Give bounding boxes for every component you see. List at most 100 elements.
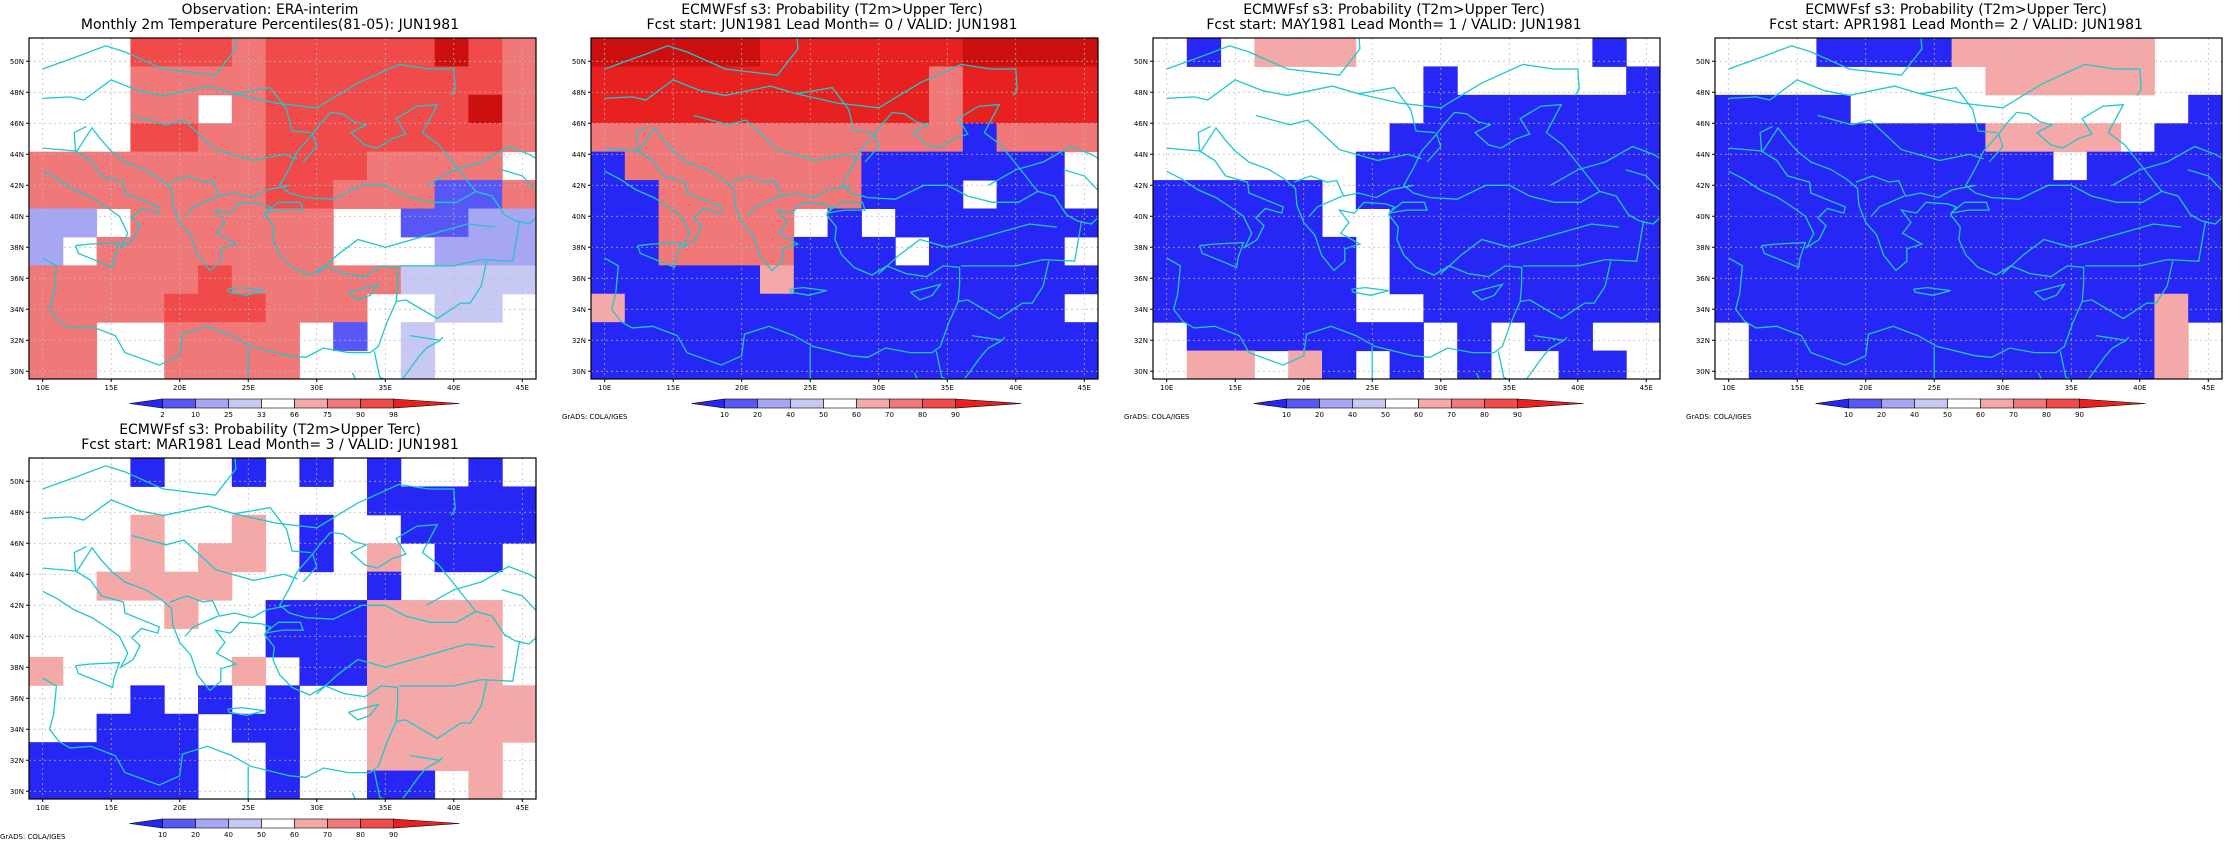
grid-cell — [726, 38, 760, 67]
colorbar-segment — [1386, 399, 1419, 408]
colorbar-label: 70 — [885, 411, 894, 419]
grid-cell — [401, 66, 435, 95]
grid-cell — [2053, 180, 2087, 209]
grid-cell — [435, 486, 469, 515]
lon-tick-label: 20E — [1859, 384, 1872, 392]
grid-cell — [2188, 294, 2222, 323]
lat-tick-label: 36N — [572, 275, 586, 283]
grid-cell — [232, 294, 266, 323]
grid-cell — [63, 152, 97, 181]
grid-cell — [1592, 265, 1626, 294]
grid-cell — [2087, 265, 2121, 294]
colorbar-label: 80 — [356, 831, 365, 839]
grid-cell — [591, 351, 625, 380]
lon-tick-label: 35E — [379, 384, 392, 392]
colorbar-label: 2 — [160, 411, 164, 419]
grid-cell — [1153, 237, 1187, 266]
grid-cell — [130, 714, 164, 743]
grid-cell — [1064, 66, 1098, 95]
grid-cell — [1592, 95, 1626, 124]
grid-cell — [502, 486, 536, 515]
lat-tick-label: 34N — [1134, 306, 1148, 314]
grid-cell — [2053, 209, 2087, 238]
grid-cell — [468, 152, 502, 181]
lon-tick-label: 25E — [1366, 384, 1379, 392]
grid-cell — [1918, 180, 1952, 209]
colorbar-segment — [758, 399, 791, 408]
grid-cell — [468, 209, 502, 238]
lat-tick-label: 44N — [1134, 151, 1148, 159]
lon-tick-label: 35E — [1503, 384, 1516, 392]
grid-cell — [367, 685, 401, 714]
lon-tick-label: 20E — [173, 804, 186, 812]
grid-cell — [1749, 265, 1783, 294]
grid-cell — [2019, 351, 2053, 380]
grid-cell — [1559, 265, 1593, 294]
colorbar-segment — [1287, 399, 1320, 408]
grid-cell — [97, 265, 131, 294]
lat-tick-label: 46N — [572, 120, 586, 128]
grid-cell — [1390, 123, 1424, 152]
colorbar-label: 40 — [1910, 411, 1919, 419]
grid-cell — [367, 265, 401, 294]
grid-cell — [232, 322, 266, 351]
grid-cell — [1559, 351, 1593, 380]
grid-cell — [895, 322, 929, 351]
grid-cell — [29, 657, 63, 686]
grid-cell — [1985, 237, 2019, 266]
grid-cell — [367, 742, 401, 771]
lon-tick-label: 25E — [242, 804, 255, 812]
grid-cell — [198, 294, 232, 323]
grid-cell — [1187, 294, 1221, 323]
grid-cell — [1064, 265, 1098, 294]
grid-cell — [760, 322, 794, 351]
grid-cell — [726, 95, 760, 124]
grid-cell — [1850, 209, 1884, 238]
grid-cell — [232, 657, 266, 686]
grid-cell — [1187, 351, 1221, 380]
lat-tick-label: 42N — [10, 602, 24, 610]
grid-cell — [929, 38, 963, 67]
grid-cell — [726, 152, 760, 181]
grid-cell — [929, 237, 963, 266]
grid-cell — [468, 66, 502, 95]
grid-cell — [1030, 95, 1064, 124]
grid-cell — [2121, 66, 2155, 95]
grid-cell — [997, 237, 1031, 266]
grid-cell — [997, 322, 1031, 351]
lat-tick-label: 40N — [10, 633, 24, 641]
grid-cell — [1457, 180, 1491, 209]
grid-cell — [1030, 322, 1064, 351]
lat-tick-label: 36N — [10, 695, 24, 703]
grid-cell — [1221, 265, 1255, 294]
colorbar-label: 10 — [158, 831, 167, 839]
grid-cell — [1783, 322, 1817, 351]
grid-cell — [63, 771, 97, 800]
grid-cell — [63, 351, 97, 380]
grid-cell — [692, 209, 726, 238]
grid-cell — [1559, 322, 1593, 351]
lon-tick-label: 30E — [310, 384, 323, 392]
grid-cell — [997, 38, 1031, 67]
grid-cell — [2154, 351, 2188, 380]
grid-cell — [1030, 38, 1064, 67]
grid-cell — [2019, 265, 2053, 294]
grid-cell — [198, 685, 232, 714]
grid-cell — [997, 351, 1031, 380]
grid-cell — [1559, 180, 1593, 209]
grid-cell — [2019, 38, 2053, 67]
grid-cell — [164, 38, 198, 67]
grid-cell — [2154, 322, 2188, 351]
lon-tick-label: 30E — [872, 384, 885, 392]
grid-cell — [1592, 152, 1626, 181]
grid-cell — [895, 152, 929, 181]
grid-cell — [266, 38, 300, 67]
colorbar-label: 70 — [323, 831, 332, 839]
grid-cell — [1952, 237, 1986, 266]
colorbar-label: 50 — [257, 831, 266, 839]
grid-cell — [659, 351, 693, 380]
lat-tick-label: 44N — [572, 151, 586, 159]
grid-cell — [1918, 123, 1952, 152]
grid-cell — [591, 66, 625, 95]
